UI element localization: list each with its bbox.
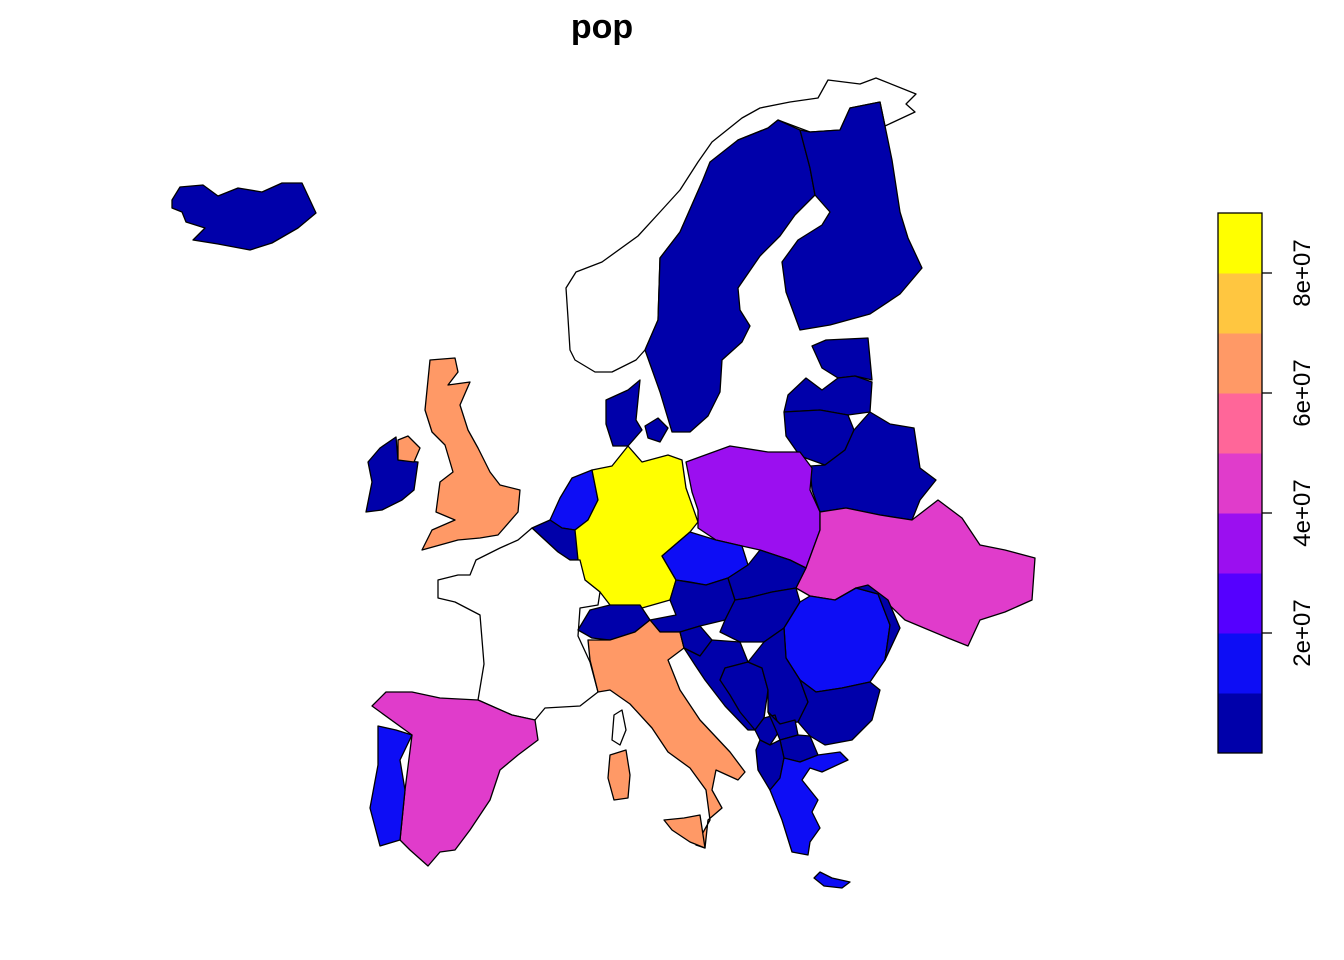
country-iceland (171, 182, 317, 251)
legend-tick-label: 8e+07 (1289, 239, 1316, 306)
country-estonia (811, 337, 873, 381)
country-bulgaria (797, 679, 881, 746)
legend-bin (1218, 693, 1262, 754)
legend-bin (1218, 513, 1262, 574)
country-crete (813, 871, 851, 889)
country-sardinia (607, 749, 631, 801)
legend-ticks: 2e+07 4e+07 6e+07 8e+07 (1262, 239, 1316, 667)
country-spain (371, 691, 539, 867)
legend-bin (1218, 273, 1262, 334)
legend-frame (1217, 212, 1263, 754)
map-countries (171, 77, 1036, 889)
country-finland (781, 101, 923, 331)
country-latvia (783, 375, 873, 416)
country-romania (783, 587, 891, 693)
country-greece (769, 751, 849, 856)
map-title: pop (571, 8, 633, 46)
legend-bin (1218, 453, 1262, 514)
country-denmark (605, 379, 669, 447)
country-bosnia (719, 661, 769, 731)
country-sicily (663, 814, 706, 849)
legend-bin (1218, 393, 1262, 454)
legend-bin (1218, 333, 1262, 394)
country-italy (587, 619, 746, 849)
legend-tick-label: 6e+07 (1289, 359, 1316, 426)
legend-bin (1218, 573, 1262, 634)
country-portugal (369, 725, 413, 847)
country-moldova (855, 584, 901, 661)
legend-tick-label: 4e+07 (1289, 479, 1316, 546)
legend-color-bins (1218, 213, 1262, 754)
legend-tick-label: 2e+07 (1289, 599, 1316, 666)
color-legend: 2e+07 4e+07 6e+07 8e+07 (1217, 212, 1316, 754)
country-corsica (611, 709, 627, 746)
country-france (437, 527, 601, 721)
country-uk (397, 357, 521, 551)
legend-bin (1218, 633, 1262, 694)
legend-bin (1218, 213, 1262, 274)
